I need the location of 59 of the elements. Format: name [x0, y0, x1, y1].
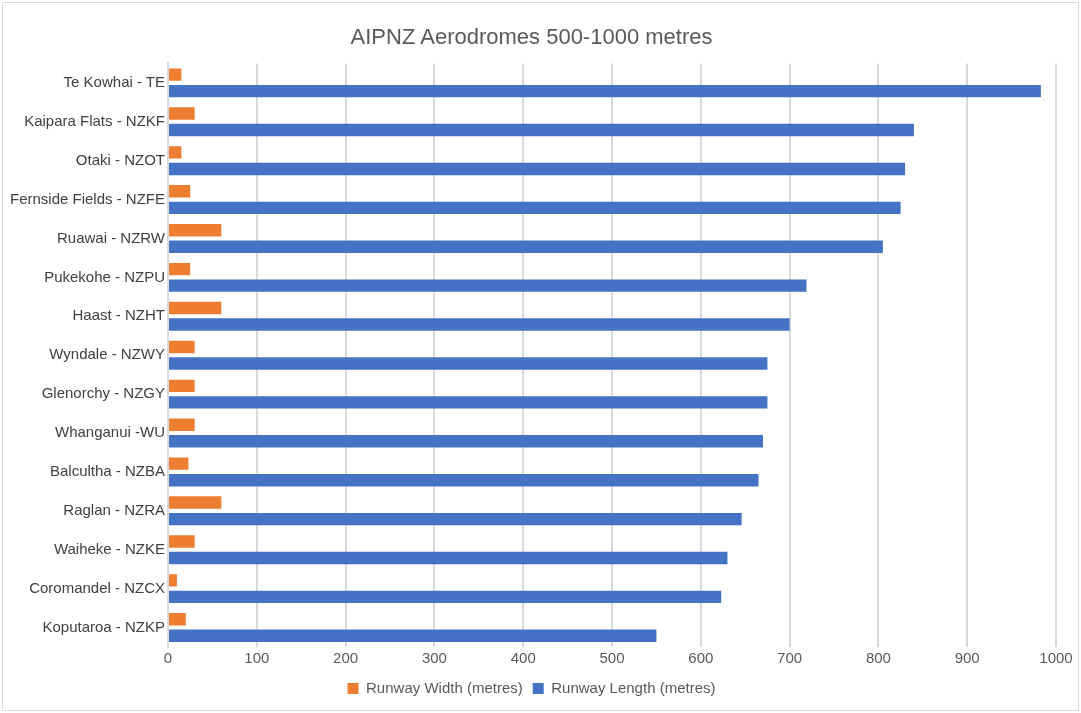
x-tick-label: 900	[954, 649, 980, 667]
bar	[169, 201, 901, 215]
chart-title: AIPNZ Aerodromes 500-1000 metres	[350, 24, 713, 50]
bar	[169, 185, 191, 198]
legend-label: Runway Width (metres)	[366, 678, 523, 696]
x-tick-label: 200	[333, 649, 359, 667]
bar	[169, 162, 906, 176]
bar	[169, 146, 182, 159]
x-tick-label: 400	[510, 649, 536, 667]
bar	[169, 457, 189, 470]
bar	[169, 262, 191, 276]
bar	[169, 396, 768, 409]
bar	[169, 318, 790, 331]
bar	[169, 629, 657, 643]
legend-label: Runway Length (metres)	[551, 678, 716, 696]
y-tick-label: Pukekohe - NZPU	[44, 267, 166, 285]
bar	[169, 301, 222, 315]
y-tick-label: Wyndale - NZWY	[49, 345, 166, 363]
bar	[169, 123, 914, 137]
y-tick-label: Raglan - NZRA	[63, 500, 166, 518]
y-tick-label: Whanganui -WU	[54, 423, 166, 441]
bar	[169, 473, 759, 487]
bar	[169, 590, 722, 604]
bar	[169, 84, 1041, 98]
bar	[169, 551, 728, 565]
y-tick-label: Haast - NZHT	[72, 306, 166, 324]
y-tick-label: Glenorchy - NZGY	[41, 384, 166, 402]
bar	[169, 340, 195, 354]
bar	[169, 240, 883, 253]
y-tick-label: Coromandel - NZCX	[29, 578, 166, 596]
bar	[169, 512, 742, 526]
bar	[169, 574, 177, 587]
bar	[169, 279, 807, 292]
y-tick-label: Koputaroa - NZKP	[42, 617, 166, 635]
y-tick-label: Otaki - NZOT	[75, 150, 166, 168]
bar	[169, 68, 182, 81]
x-tick-label: 1000	[1039, 649, 1073, 667]
bar	[169, 357, 768, 370]
bar	[169, 379, 195, 393]
bar	[169, 613, 186, 626]
bar	[169, 496, 222, 509]
y-tick-label: Kaipara Flats - NZKF	[24, 111, 166, 129]
x-tick-label: 300	[421, 649, 447, 667]
x-tick-label: 700	[777, 649, 803, 667]
y-tick-label: Ruawai - NZRW	[56, 228, 166, 246]
bar	[169, 107, 195, 120]
y-tick-label: Te Kowhai - TE	[63, 72, 166, 90]
x-tick-label: 600	[688, 649, 714, 667]
x-tick-label: 800	[865, 649, 891, 667]
x-tick-label: 0	[163, 649, 173, 667]
y-tick-label: Balcultha - NZBA	[49, 462, 166, 480]
y-tick-label: Waiheke - NZKE	[53, 539, 166, 557]
x-tick-label: 100	[244, 649, 270, 667]
bar	[169, 418, 195, 431]
bar	[169, 435, 763, 448]
bar	[169, 224, 222, 237]
bar	[169, 535, 195, 548]
x-tick-label: 500	[599, 649, 625, 667]
y-tick-label: Fernside Fields - NZFE	[9, 189, 166, 207]
